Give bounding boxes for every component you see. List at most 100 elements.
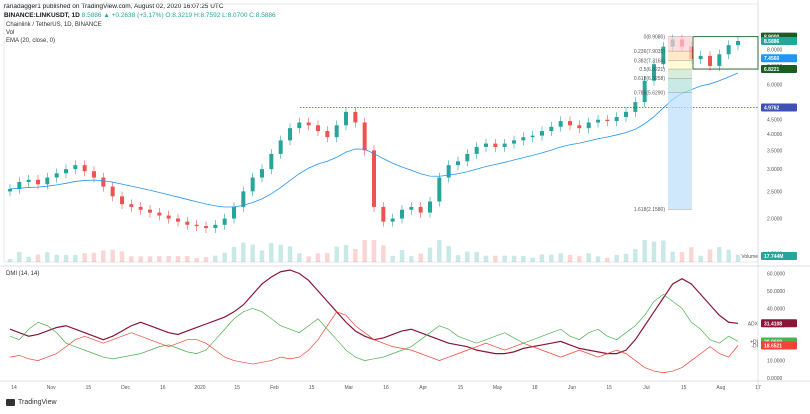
volume-bar bbox=[381, 245, 386, 262]
volume-bar bbox=[362, 240, 367, 262]
candle-body bbox=[661, 46, 666, 65]
volume-bar bbox=[399, 250, 405, 262]
candle-body bbox=[726, 45, 731, 55]
fib-zone bbox=[668, 36, 692, 52]
volume-bar bbox=[147, 256, 153, 262]
candle-body bbox=[717, 54, 722, 66]
time-tick-label: Aug bbox=[716, 385, 725, 391]
consolidation-box bbox=[692, 36, 759, 70]
candle-body bbox=[642, 80, 647, 103]
time-tick-label: Jun bbox=[568, 385, 576, 391]
volume-bar bbox=[222, 252, 227, 262]
volume-bar bbox=[353, 249, 358, 262]
main-pane-frame bbox=[3, 3, 759, 263]
dmi-tick-label: 60.0000 bbox=[767, 271, 785, 277]
volume-bar bbox=[455, 255, 461, 262]
candle-body bbox=[512, 140, 516, 144]
candle-body bbox=[250, 177, 255, 192]
fib-level-label: 1.618(2.1580) bbox=[634, 207, 665, 213]
ohlc-readout: 8.5886 ▲ +0.2638 (+3.17%) O:8.3219 H:8.7… bbox=[81, 12, 276, 19]
volume-bar bbox=[521, 255, 526, 262]
candle-body bbox=[372, 150, 376, 207]
price-tick-label: 2.5000 bbox=[767, 189, 783, 195]
dmi-tag: 31.4108 bbox=[761, 319, 797, 328]
dmi-tag-value: 18.6521 bbox=[764, 344, 782, 350]
volume-bar bbox=[203, 257, 209, 262]
volume-bar bbox=[7, 259, 13, 262]
volume-bar bbox=[586, 253, 591, 262]
volume-bar bbox=[213, 255, 218, 262]
price-tag-label: 4.9762 bbox=[764, 105, 780, 111]
candle-body bbox=[316, 125, 320, 132]
candle-body bbox=[334, 125, 339, 138]
dmi-tag-value: 31.4108 bbox=[764, 321, 782, 327]
volume-bar bbox=[707, 249, 713, 262]
candle-body bbox=[362, 122, 367, 151]
volume-bar bbox=[45, 252, 50, 262]
time-tick-label: 16 bbox=[383, 385, 389, 391]
candle-body bbox=[194, 224, 199, 227]
volume-bar bbox=[278, 244, 283, 262]
candle-body bbox=[241, 191, 246, 207]
candle-body bbox=[157, 212, 162, 216]
volume-bar bbox=[623, 253, 629, 262]
time-tick-label: 15 bbox=[86, 385, 92, 391]
candle-body bbox=[530, 135, 535, 138]
volume-bar bbox=[73, 255, 78, 262]
volume-bar bbox=[35, 254, 41, 262]
time-tick-label: Feb bbox=[270, 385, 279, 391]
candle-body bbox=[614, 117, 619, 122]
candle-body bbox=[92, 171, 96, 178]
candle-body bbox=[54, 173, 59, 178]
fib-level-label: 0.5(6.8221) bbox=[639, 67, 665, 73]
volume-bar bbox=[119, 251, 125, 262]
candle-body bbox=[64, 169, 68, 174]
dmi-tag-bg bbox=[761, 319, 797, 328]
dmi-series-label: +DI bbox=[750, 339, 758, 345]
candle-body bbox=[176, 218, 180, 222]
candle-body bbox=[400, 209, 404, 219]
volume-bar bbox=[549, 254, 554, 262]
volume-bar bbox=[325, 253, 330, 262]
fib-level-label: 0.236(7.9035) bbox=[634, 49, 665, 55]
volume-legend: Vol bbox=[6, 30, 15, 36]
price-tag: 8.5886 bbox=[761, 36, 797, 45]
symbol-line: BINANCE:LINKUSDT, 1D 8.5886 ▲ +0.2638 (+… bbox=[4, 12, 276, 20]
candle-body bbox=[222, 218, 227, 225]
price-tick-label: 3.0000 bbox=[767, 167, 783, 173]
volume-bar bbox=[250, 244, 255, 262]
ema-legend: EMA (20, close, 0) bbox=[6, 38, 56, 44]
price-tag-label: 7.4560 bbox=[764, 56, 780, 62]
volume-bar bbox=[661, 240, 666, 262]
time-tick-label: 15 bbox=[309, 385, 315, 391]
candle-body bbox=[577, 125, 582, 129]
candle-body bbox=[652, 64, 656, 81]
time-tick-label: 17 bbox=[755, 385, 761, 391]
candle-body bbox=[269, 153, 274, 170]
candle-body bbox=[698, 55, 703, 60]
volume-bar bbox=[371, 240, 377, 262]
volume-bar bbox=[157, 256, 162, 262]
candle-body bbox=[521, 137, 526, 141]
volume-bar bbox=[465, 251, 470, 262]
candle-body bbox=[484, 143, 488, 147]
tradingview-brand[interactable]: TradingView bbox=[6, 399, 57, 406]
volume-bar bbox=[297, 253, 302, 262]
volume-bar bbox=[614, 254, 619, 262]
volume-bar bbox=[539, 254, 545, 262]
candle-body bbox=[409, 206, 414, 210]
price-tag: 7.4560 bbox=[761, 54, 797, 63]
candle-body bbox=[120, 196, 124, 205]
price-tag-bg bbox=[761, 36, 797, 45]
fib-zone bbox=[668, 51, 692, 61]
candle-body bbox=[493, 143, 498, 147]
volume-bar bbox=[63, 254, 69, 262]
candle-body bbox=[568, 121, 572, 126]
symbol-label: BINANCE:LINKUSDT, 1D bbox=[4, 12, 80, 19]
candle-body bbox=[418, 206, 423, 213]
volume-bar bbox=[101, 250, 106, 262]
volume-tag-bg bbox=[761, 252, 797, 260]
candle-body bbox=[138, 206, 143, 210]
price-tick-label: 4.5000 bbox=[767, 118, 783, 124]
